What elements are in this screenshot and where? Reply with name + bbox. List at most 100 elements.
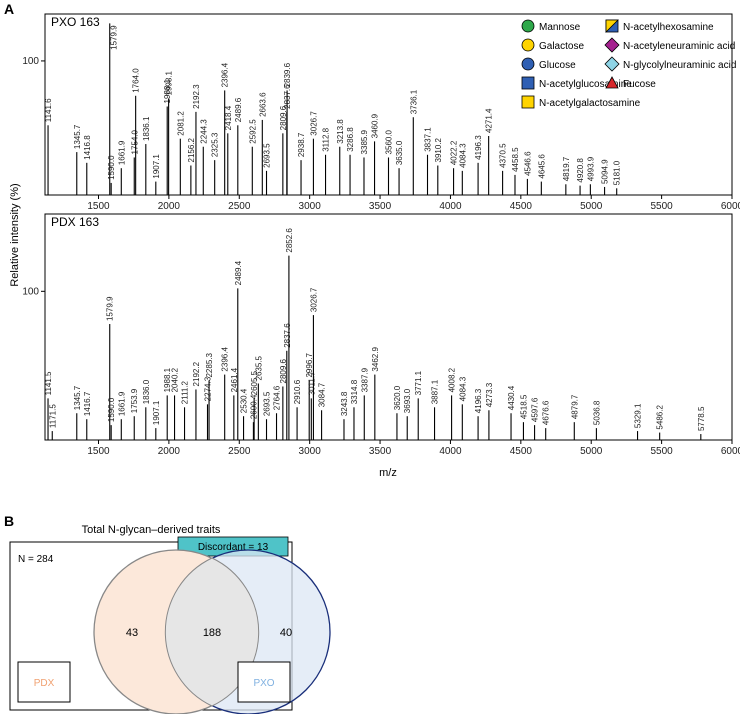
legend-label: N-acetylhexosamine: [623, 22, 714, 33]
x-tick-label: 2000: [158, 201, 181, 212]
legend-item: N-glycolylneuraminic acid: [604, 56, 736, 72]
legend-label: Glucose: [539, 60, 576, 71]
peak-label: 2809.6: [279, 105, 288, 130]
legend-label: N-glycolylneuraminic acid: [623, 60, 736, 71]
peak-label: 3771.1: [414, 370, 423, 395]
peak-label: 4645.6: [537, 154, 546, 179]
peak-label: 4879.7: [570, 394, 579, 419]
peak-label: 3387.9: [360, 367, 369, 392]
peak-label: 5094.9: [601, 159, 610, 184]
peak-label: 4676.6: [542, 400, 551, 425]
x-tick-label: 5000: [580, 201, 603, 212]
peak-label: 1988.1: [163, 367, 172, 392]
peak-label: 3385.9: [360, 129, 369, 154]
legend-item: N-acetyleneuraminic acid: [604, 37, 735, 53]
peak-label: 1907.1: [152, 154, 161, 179]
discordant-label: Discordant = 13: [198, 542, 269, 553]
set-label: PDX: [34, 678, 55, 689]
peak-label: 2489.4: [234, 260, 243, 285]
peak-label: 1590.0: [107, 155, 116, 180]
x-tick-label: 4000: [439, 201, 462, 212]
legend-symbol: [604, 56, 620, 72]
legend-symbol: [521, 95, 535, 109]
peak-label: 1416.8: [83, 135, 92, 160]
venn-overlap: [164, 557, 260, 707]
panel-title: PXO 163: [51, 15, 100, 29]
peak-label: 3213.8: [336, 119, 345, 144]
x-tick-label: 1500: [87, 446, 110, 457]
panel-title: PDX 163: [51, 215, 99, 229]
peak-label: 2274.3: [204, 376, 213, 401]
legend-symbol: [605, 19, 619, 33]
peak-label: 2530.4: [240, 388, 249, 413]
peak-label: 3887.1: [431, 379, 440, 404]
peak-label: 4271.4: [485, 108, 494, 133]
peak-label: 2192.2: [192, 361, 201, 386]
x-tick-label: 5500: [650, 201, 673, 212]
peak-label: 2156.2: [187, 137, 196, 162]
peak-label: 4430.4: [507, 385, 516, 410]
set-label: PXO: [253, 678, 274, 689]
peak-label: 2693.5: [263, 143, 272, 168]
peak-label: 3026.7: [309, 111, 318, 136]
x-tick-label: 3000: [299, 446, 322, 457]
peak-label: 1764.0: [132, 68, 141, 93]
y-tick-label: 100: [22, 56, 39, 67]
peak-label: 4546.6: [523, 151, 532, 176]
peak-label: 3837.1: [424, 127, 433, 152]
peak-label: 2693.5: [263, 391, 272, 416]
x-tick-label: 3500: [369, 446, 392, 457]
peak-label: 2489.6: [234, 97, 243, 122]
peak-label: 2663.6: [258, 92, 267, 117]
peak-label: 4819.7: [562, 156, 571, 181]
x-tick-label: 5500: [650, 446, 673, 457]
peak-label: 1590.0: [107, 397, 116, 422]
peak-label: 1345.7: [73, 385, 82, 410]
peak-label: 2852.6: [285, 228, 294, 253]
legend-item: Galactose: [521, 38, 584, 52]
legend-label: Galactose: [539, 41, 584, 52]
peak-label: 3736.1: [409, 89, 418, 114]
peak-label: 1907.1: [152, 400, 161, 425]
legend-label: N-acetylglucosamine: [539, 79, 632, 90]
x-axis-title: m/z: [379, 467, 397, 479]
venn-title: Total N-glycan–derived traits: [82, 524, 221, 536]
legend-item: N-acetylgalactosamine: [521, 95, 641, 109]
peak-label: 4518.5: [519, 394, 528, 419]
panel-label: B: [4, 513, 14, 529]
peak-label: 3460.9: [371, 113, 380, 138]
x-tick-label: 5000: [580, 446, 603, 457]
peak-label: 1988.1: [163, 78, 172, 103]
x-tick-label: 4500: [510, 446, 533, 457]
peak-label: 4273.3: [485, 382, 494, 407]
peak-label: 2285.3: [205, 353, 214, 378]
legend-item: N-acetylhexosamine: [605, 19, 714, 33]
peak-label: 2040.2: [171, 367, 180, 392]
peak-label: 2809.6: [279, 358, 288, 383]
peak-label: 4084.3: [458, 143, 467, 168]
peak-label: 4084.3: [458, 376, 467, 401]
peak-label: 2396.4: [221, 62, 230, 87]
legend-symbol: [521, 19, 535, 33]
peak-label: 2764.6: [273, 385, 282, 410]
legend-label: N-acetyleneuraminic acid: [623, 41, 735, 52]
x-tick-label: 4000: [439, 446, 462, 457]
peak-label: 4370.5: [499, 143, 508, 168]
legend-item: N-acetylglucosamine: [521, 76, 632, 90]
peak-label: 1998.1: [165, 70, 174, 95]
venn-count: 188: [203, 627, 221, 639]
peak-label: 2605.5: [250, 370, 259, 395]
peak-label: 2461.4: [230, 367, 239, 392]
peak-label: 1416.7: [83, 391, 92, 416]
peak-label: 2244.3: [199, 119, 208, 144]
venn-count: 43: [126, 627, 138, 639]
peak-label: 2111.2: [181, 380, 190, 404]
peak-label: 1836.1: [142, 116, 151, 141]
peak-label: 1345.7: [73, 124, 82, 149]
x-tick-label: 1500: [87, 201, 110, 212]
legend-symbol: [521, 57, 535, 71]
peak-label: 5181.0: [613, 160, 622, 185]
peak-label: 4196.3: [474, 388, 483, 413]
peak-label: 1661.9: [117, 391, 126, 416]
peak-label: 2325.3: [211, 132, 220, 157]
